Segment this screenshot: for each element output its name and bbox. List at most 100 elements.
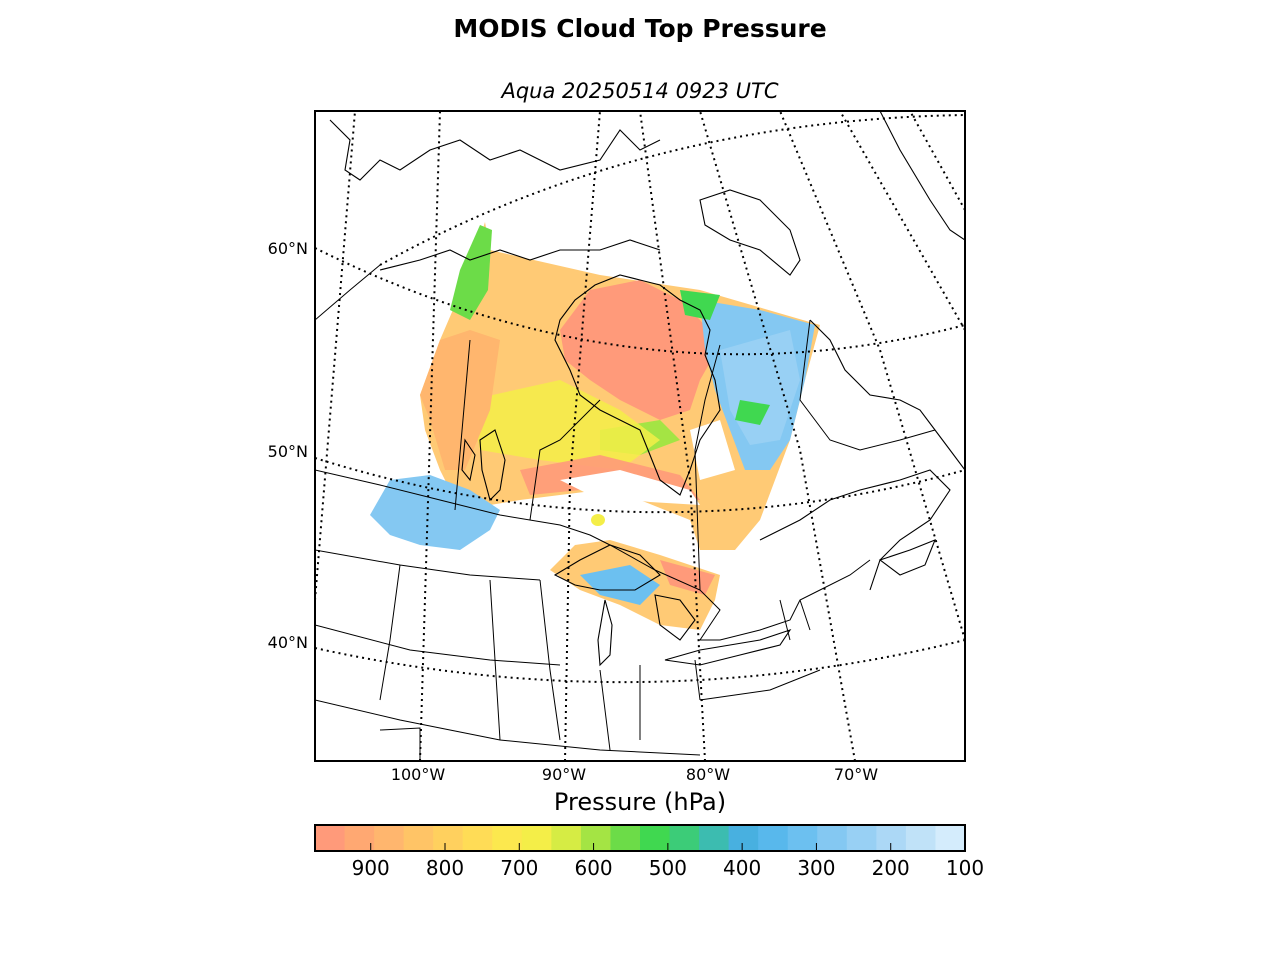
lake-winnipeg (479, 429, 506, 502)
swath-gap (560, 470, 700, 505)
meridian-110w (315, 111, 356, 601)
hudson-bay-coast (554, 274, 721, 496)
colorbar-tick-label: 900 (352, 856, 390, 880)
quebec-labrador (799, 319, 936, 451)
lat-label-50n: 50°N (268, 442, 308, 461)
manitoba-ontario (529, 399, 601, 521)
swath-salmon-north (560, 280, 720, 420)
meridian-100w (419, 111, 441, 761)
great-lakes-superior (553, 544, 661, 591)
colorbar-segment (787, 825, 818, 851)
us-state-13 (799, 599, 811, 631)
colorbar-segment (876, 825, 907, 851)
colorbar-segment (492, 825, 523, 851)
nova-scotia (878, 539, 936, 576)
cloud-swath (370, 222, 820, 630)
swath-green-1 (680, 290, 720, 320)
colorbar-segment (580, 825, 611, 851)
us-state-3 (315, 699, 701, 756)
swath-green-3 (735, 400, 770, 425)
colorbar-tick-label: 300 (797, 856, 835, 880)
colorbar-segment (344, 825, 375, 851)
swath-blob (591, 514, 605, 526)
meridian-50w (839, 111, 965, 331)
parallel-50n (315, 457, 965, 514)
swath-nw-green (450, 225, 492, 320)
colorbar-segment (462, 825, 493, 851)
colorbar-segment (374, 825, 405, 851)
us-state-10 (699, 669, 821, 701)
gulf-st-lawrence (759, 469, 951, 591)
lon-label-100w: 100°W (391, 765, 446, 784)
meridian-60w (779, 111, 965, 641)
lake-winnipegosis (461, 438, 476, 482)
colorbar-label: Pressure (hPa) (554, 788, 726, 816)
swath-lakes-blue (580, 565, 660, 605)
colorbar-segment (699, 825, 730, 851)
colorbar-segment (610, 825, 641, 851)
us-state-2 (315, 624, 561, 666)
us-state-4 (379, 564, 401, 701)
lat-label-60n: 60°N (268, 239, 308, 258)
us-state-9 (694, 659, 701, 701)
us-state-11 (379, 727, 421, 761)
colorbar-segment (640, 825, 671, 851)
figure-title: MODIS Cloud Top Pressure (453, 14, 827, 43)
swath-orange-west (420, 330, 500, 470)
colorbar-segment (935, 825, 966, 851)
us-state-1 (315, 549, 541, 581)
political-boundaries (315, 264, 936, 761)
swath-yellow-band (470, 380, 660, 470)
colorbar-tick-label: 800 (426, 856, 464, 880)
meridian-80w (639, 111, 706, 761)
map-frame (314, 110, 966, 762)
lon-label-70w: 70°W (834, 765, 878, 784)
colorbar-segment (551, 825, 582, 851)
us-state-7 (599, 669, 611, 751)
arctic-islands-2 (379, 239, 661, 271)
alberta-sask (315, 264, 381, 321)
lake-michigan (597, 599, 613, 667)
labrador-coast (809, 319, 965, 471)
greenland (879, 111, 965, 241)
colorbar-segment (846, 825, 877, 851)
colorbar-segment (905, 825, 936, 851)
swath-gap-2 (690, 420, 735, 480)
us-state-5 (489, 579, 501, 741)
colorbar (315, 825, 966, 851)
us-state-6 (539, 579, 561, 741)
parallel-70n (379, 114, 965, 266)
colorbar-tick-label: 600 (574, 856, 612, 880)
colorbar-tick-label: 700 (500, 856, 538, 880)
canada-us-border (315, 469, 871, 641)
lon-label-90w: 90°W (542, 765, 586, 784)
colorbar-segment (669, 825, 700, 851)
ontario-quebec (694, 344, 721, 591)
colorbar-ticks: 900 800 700 600 500 400 300 200 100 (352, 843, 984, 880)
meridian-40w (909, 111, 965, 211)
colorbar-segment (521, 825, 552, 851)
graticule (315, 111, 965, 761)
colorbar-tick-label: 400 (723, 856, 761, 880)
colorbar-frame (314, 824, 966, 852)
lake-erie-ontario (664, 628, 792, 666)
lat-label-40n: 40°N (268, 633, 308, 652)
colorbar-tick-label: 200 (872, 856, 910, 880)
saskatchewan-manitoba (454, 339, 471, 511)
coastlines (329, 111, 965, 667)
colorbar-segment (728, 825, 759, 851)
baffin-island (699, 189, 801, 276)
lon-label-80w: 80°W (686, 765, 730, 784)
swath-lakes-salmon (660, 560, 715, 595)
colorbar-segment (758, 825, 789, 851)
arctic-islands-1 (329, 119, 661, 181)
us-state-12 (779, 599, 791, 641)
colorbar-segment (315, 825, 346, 851)
map-area (315, 111, 965, 761)
colorbar-segment (817, 825, 848, 851)
figure-subtitle: Aqua 20250514 0923 UTC (501, 79, 779, 103)
colorbar-segment (433, 825, 464, 851)
colorbar-tick-label: 500 (649, 856, 687, 880)
lake-huron (654, 594, 696, 641)
